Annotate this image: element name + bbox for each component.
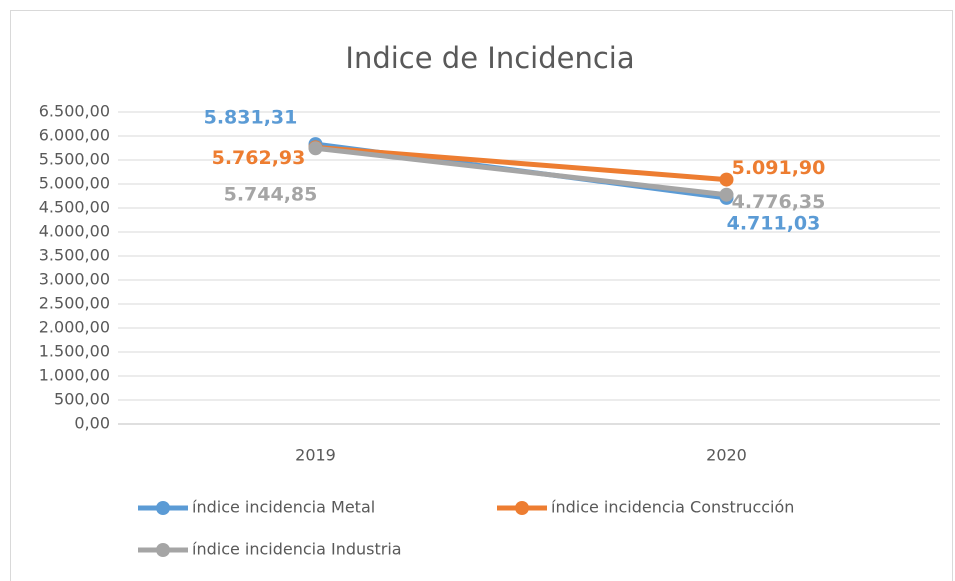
- y-tick-label: 500,00: [54, 390, 110, 409]
- y-tick-label: 6.500,00: [39, 102, 110, 121]
- y-tick-label: 1.000,00: [39, 366, 110, 385]
- series-line: [313, 144, 729, 183]
- chart-border: [10, 10, 953, 581]
- data-label: 4.711,03: [727, 212, 821, 234]
- data-label: 5.762,93: [212, 147, 306, 169]
- point: [719, 172, 734, 187]
- point: [308, 141, 323, 156]
- x-tick-label: 2020: [706, 446, 747, 465]
- y-tick-label: 2.000,00: [39, 318, 110, 337]
- y-tick-label: 1.500,00: [39, 342, 110, 361]
- y-tick-label: 3.000,00: [39, 270, 110, 289]
- y-tick-label: 6.000,00: [39, 126, 110, 145]
- y-tick-label: 5.500,00: [39, 150, 110, 169]
- data-label: 4.776,35: [732, 191, 826, 213]
- y-tick-label: 0,00: [74, 414, 110, 433]
- data-label: 5.831,31: [204, 107, 298, 129]
- point: [719, 187, 734, 202]
- x-tick-label: 2019: [295, 446, 336, 465]
- legend-marker: [156, 543, 170, 557]
- y-tick-label: 5.000,00: [39, 174, 110, 193]
- legend-marker: [515, 501, 529, 515]
- data-label: 5.744,85: [224, 184, 318, 206]
- legend-label: índice incidencia Construcción: [551, 498, 794, 517]
- y-tick-label: 3.500,00: [39, 246, 110, 265]
- legend-marker: [156, 501, 170, 515]
- y-tick-label: 4.000,00: [39, 222, 110, 241]
- data-label: 5.091,90: [732, 157, 826, 179]
- series-line: [313, 145, 729, 198]
- chart-title: Indice de Incidencia: [345, 41, 634, 75]
- legend-label: índice incidencia Metal: [192, 498, 375, 517]
- y-tick-label: 2.500,00: [39, 294, 110, 313]
- y-tick-label: 4.500,00: [39, 198, 110, 217]
- legend-label: índice incidencia Industria: [192, 540, 402, 559]
